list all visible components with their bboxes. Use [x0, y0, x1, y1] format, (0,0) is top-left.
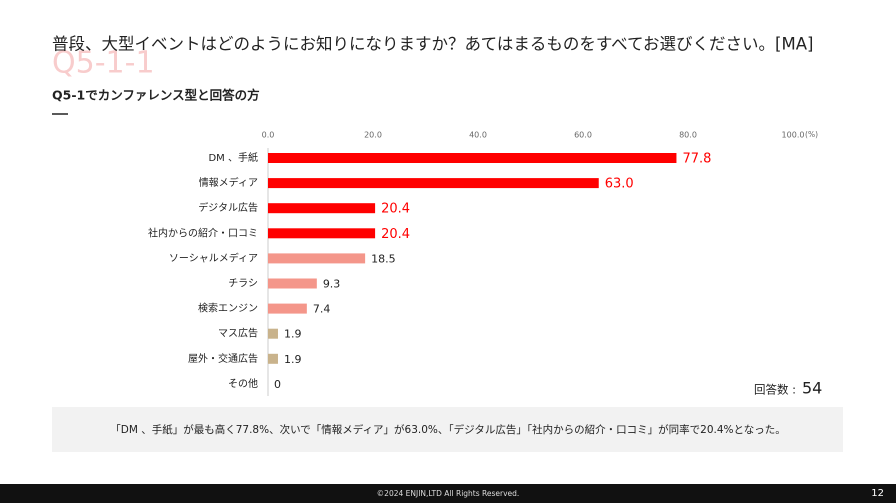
- x-tick-label: 100.0: [782, 131, 805, 140]
- value-label: 7.4: [313, 303, 331, 316]
- count-value: 54: [802, 379, 822, 398]
- page-number: 12: [871, 488, 884, 499]
- category-label: マス広告: [218, 327, 258, 340]
- category-label: 検索エンジン: [198, 302, 258, 315]
- value-label: 18.5: [371, 252, 396, 265]
- category-label: 社内からの紹介・口コミ: [148, 226, 258, 239]
- value-label: 63.0: [605, 177, 634, 192]
- value-label: 20.4: [381, 227, 410, 242]
- category-label: DM 、手紙: [208, 151, 258, 164]
- x-tick-label: 80.0: [679, 131, 697, 140]
- bar: [268, 153, 677, 163]
- category-label: ソーシャルメディア: [169, 251, 258, 264]
- bar: [268, 178, 599, 189]
- bar: [268, 328, 278, 339]
- x-tick-label: 60.0: [574, 131, 592, 140]
- watermark: Q5-1-1: [52, 46, 155, 81]
- x-tick-label: 40.0: [469, 131, 487, 140]
- note: 「DM 、手紙」が最も高く77.8%、次いで「情報メディア」が63.0%、「デジ…: [110, 423, 785, 436]
- bar: [268, 228, 376, 239]
- bar: [268, 253, 366, 264]
- count-label: 回答数 :: [754, 383, 796, 397]
- copyright: ©2024 ENJIN,LTD All Rights Reserved.: [377, 489, 520, 498]
- value-label: 1.9: [284, 353, 302, 366]
- subtitle: Q5-1でカンファレンス型と回答の方: [52, 88, 260, 103]
- category-label: チラシ: [228, 278, 258, 290]
- value-label: 0: [274, 378, 281, 391]
- value-label: 77.8: [682, 152, 711, 167]
- category-label: その他: [228, 377, 258, 390]
- x-tick-label: 20.0: [364, 131, 382, 140]
- bar: [268, 278, 317, 289]
- value-label: 20.4: [381, 202, 410, 217]
- bar: [268, 203, 376, 214]
- value-label: 1.9: [284, 328, 302, 341]
- note-box: [52, 407, 843, 452]
- category-label: 情報メディア: [199, 176, 258, 189]
- bar: [268, 353, 278, 364]
- value-label: 9.3: [323, 278, 341, 291]
- bar: [268, 303, 307, 314]
- x-tick-label: 0.0: [262, 131, 275, 140]
- category-label: デジタル広告: [198, 201, 258, 214]
- category-label: 屋外・交通広告: [188, 352, 258, 365]
- unit-label: (%): [805, 130, 818, 139]
- footer-bar: [0, 484, 896, 503]
- slide-title: 普段、大型イベントはどのようにお知りになりますか？あてはまるものをすべてお選びく…: [52, 35, 813, 54]
